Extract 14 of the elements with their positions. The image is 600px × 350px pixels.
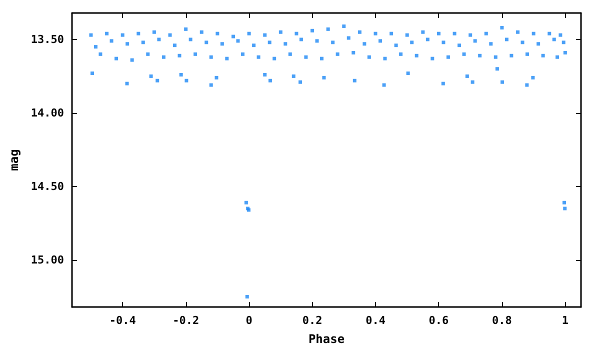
x-tick-label: 0.2 bbox=[302, 314, 322, 327]
x-tick-label: 1 bbox=[562, 314, 569, 327]
y-axis-title: mag bbox=[7, 149, 21, 171]
y-tick-label: 13.50 bbox=[30, 32, 64, 46]
x-axis-title: Phase bbox=[308, 332, 345, 346]
x-tick-label: -0.4 bbox=[109, 314, 136, 327]
x-tick-label: 0 bbox=[246, 314, 252, 327]
x-tick-label: 0.8 bbox=[492, 314, 512, 327]
y-tick-label: 14.00 bbox=[30, 106, 64, 120]
y-tick-label: 15.00 bbox=[30, 253, 64, 266]
y-tick-label: 14.50 bbox=[30, 180, 64, 193]
x-tick-label: -0.2 bbox=[172, 314, 200, 327]
x-tick-label: 0.4 bbox=[366, 314, 386, 327]
x-tick-label: 0.6 bbox=[428, 314, 450, 327]
